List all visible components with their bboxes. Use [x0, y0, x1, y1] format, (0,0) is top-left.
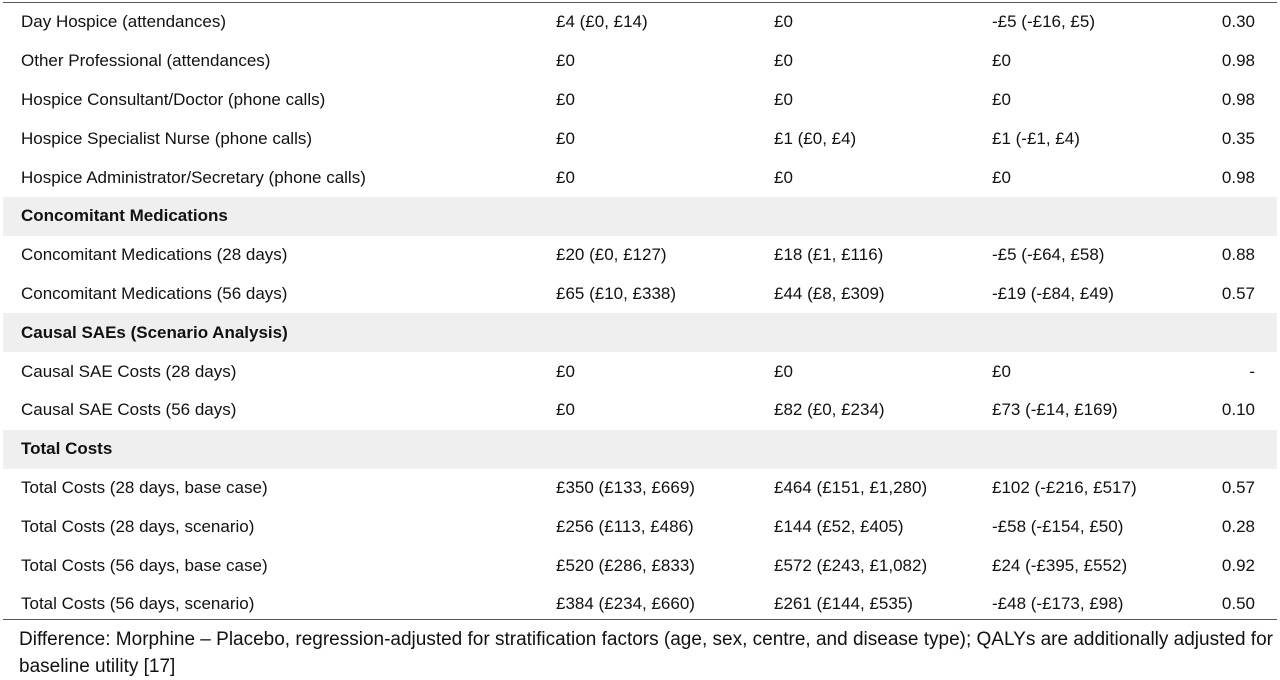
table-cell: -£48 (-£173, £98)	[992, 594, 1124, 614]
table-cell: £520 (£286, £833)	[556, 555, 695, 575]
table-cell: £350 (£133, £669)	[556, 477, 695, 497]
table-cell: -£58 (-£154, £50)	[992, 516, 1124, 536]
row-label: Concomitant Medications (28 days)	[21, 245, 288, 265]
table-cell: 0.50	[1221, 594, 1255, 614]
table-cell: £1 (-£1, £4)	[992, 128, 1080, 148]
section-title: Total Costs	[21, 439, 113, 459]
table-cell: 0.98	[1221, 167, 1255, 187]
row-label: Causal SAE Costs (28 days)	[21, 361, 237, 381]
section-header-row: Total Costs	[3, 429, 1277, 469]
table-cell: £0	[774, 167, 793, 187]
table-cell: £0	[556, 128, 575, 148]
table-cell: 0.28	[1221, 516, 1255, 536]
table-cell: £18 (£1, £116)	[774, 245, 884, 265]
table-cell: £0	[556, 89, 575, 109]
table-row: Total Costs (56 days, base case) £520 (£2…	[3, 546, 1277, 585]
table-row: Hospice Specialist Nurse (phone calls) £0…	[3, 119, 1277, 158]
row-label: Causal SAE Costs (56 days)	[21, 400, 237, 420]
table-row: Day Hospice (attendances) £4 (£0, £14) £0 -…	[3, 3, 1277, 42]
table-cell: £0	[774, 12, 793, 32]
table-cell: £261 (£144, £535)	[774, 594, 913, 614]
table-cell: £572 (£243, £1,082)	[774, 555, 928, 575]
row-label: Total Costs (56 days, base case)	[21, 555, 268, 575]
table-cell: 0.35	[1221, 128, 1255, 148]
table-cell: £144 (£52, £405)	[774, 516, 904, 536]
table-cell: 0.98	[1221, 89, 1255, 109]
table-row: Causal SAE Costs (28 days) £0 £0 £0 -	[3, 352, 1277, 391]
table-cell: £0	[992, 89, 1011, 109]
table-cell: £0	[992, 167, 1011, 187]
row-label: Hospice Administrator/Secretary (phone c…	[21, 167, 366, 187]
table-cell: £4 (£0, £14)	[556, 12, 648, 32]
table-cell: £73 (-£14, £169)	[992, 400, 1118, 420]
table-cell: 0.57	[1221, 283, 1255, 303]
table-cell: £0	[556, 400, 575, 420]
table-cell: £0	[556, 361, 575, 381]
table-cell: 0.98	[1221, 51, 1255, 71]
table-cell: £20 (£0, £127)	[556, 245, 667, 265]
row-label: Total Costs (28 days, scenario)	[21, 516, 255, 536]
row-label: Day Hospice (attendances)	[21, 12, 227, 32]
table-row: Concomitant Medications (56 days) £65 (£1…	[3, 275, 1277, 314]
table-row: Concomitant Medications (28 days) £20 (£0…	[3, 236, 1277, 275]
table-cell: £65 (£10, £338)	[556, 283, 677, 303]
table-cell: £0	[774, 89, 793, 109]
table-cell: £102 (-£216, £517)	[992, 477, 1137, 497]
table-cell: 0.88	[1221, 245, 1255, 265]
table-cell: £1 (£0, £4)	[774, 128, 857, 148]
row-label: Total Costs (28 days, base case)	[21, 477, 268, 497]
row-label: Total Costs (56 days, scenario)	[21, 594, 255, 614]
table-row: Total Costs (56 days, scenario) £384 (£23…	[3, 585, 1277, 624]
row-label: Hospice Specialist Nurse (phone calls)	[21, 128, 313, 148]
table-row: Total Costs (28 days, base case) £350 (£1…	[3, 469, 1277, 508]
row-label: Other Professional (attendances)	[21, 51, 271, 71]
section-header-row: Concomitant Medications	[3, 196, 1277, 236]
table-row: Other Professional (attendances) £0 £0 £0 0.…	[3, 42, 1277, 81]
table-cell: 0.57	[1221, 477, 1255, 497]
table-row: Hospice Administrator/Secretary (phone c…	[3, 158, 1277, 197]
table-cell: £44 (£8, £309)	[774, 283, 885, 303]
table-row: Hospice Consultant/Doctor (phone calls) £…	[3, 81, 1277, 120]
table-cell: -£19 (-£84, £49)	[992, 283, 1114, 303]
table-cell: £384 (£234, £660)	[556, 594, 695, 614]
table-cell: £256 (£113, £486)	[556, 516, 694, 536]
table-cell: £0	[774, 51, 793, 71]
table-cell: -£5 (-£64, £58)	[992, 245, 1105, 265]
section-header-row: Causal SAEs (Scenario Analysis)	[3, 313, 1277, 353]
table-cell: £464 (£151, £1,280)	[774, 477, 928, 497]
row-label: Concomitant Medications (56 days)	[21, 283, 288, 303]
table-cell: £0	[992, 51, 1011, 71]
table-cell: £0	[556, 51, 575, 71]
table-cell: £0	[556, 167, 575, 187]
table-cell: 0.30	[1221, 12, 1255, 32]
section-title: Causal SAEs (Scenario Analysis)	[21, 322, 288, 342]
table-cell: 0.92	[1221, 555, 1255, 575]
table-cell: £0	[774, 361, 793, 381]
table-cell: £24 (-£395, £552)	[992, 555, 1128, 575]
table-cell: -£5 (-£16, £5)	[992, 12, 1095, 32]
table-footnote: Difference: Morphine – Placebo, regressi…	[3, 619, 1277, 680]
section-title: Concomitant Medications	[21, 206, 228, 226]
table-cell: £82 (£0, £234)	[774, 400, 885, 420]
table-cell: £0	[992, 361, 1011, 381]
row-label: Hospice Consultant/Doctor (phone calls)	[21, 89, 326, 109]
table-cell: 0.10	[1221, 400, 1255, 420]
cost-table: Day Hospice (attendances) £4 (£0, £14) £0 -…	[3, 2, 1277, 624]
table-row: Total Costs (28 days, scenario) £256 (£11…	[3, 507, 1277, 546]
table-cell: -	[1249, 361, 1255, 381]
table-row: Causal SAE Costs (56 days) £0 £82 (£0, £23…	[3, 391, 1277, 430]
